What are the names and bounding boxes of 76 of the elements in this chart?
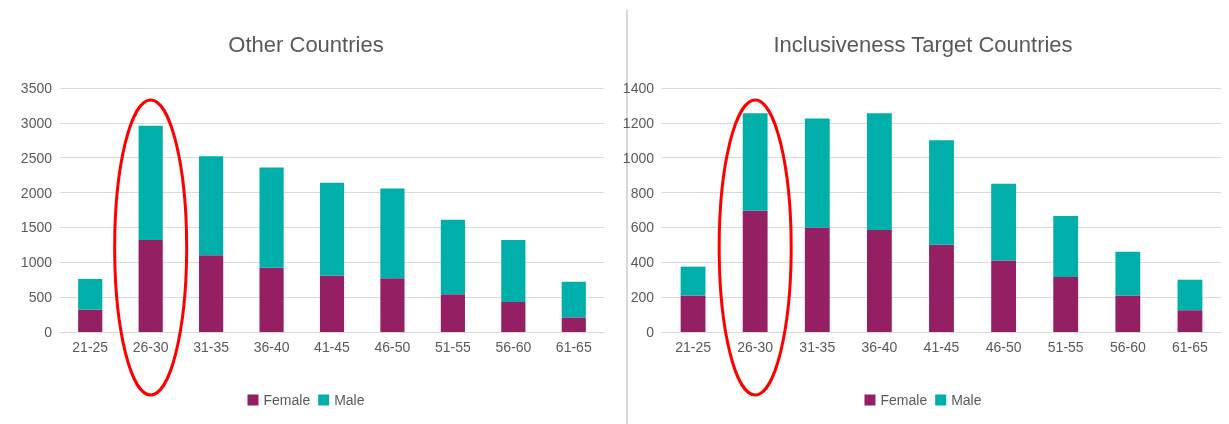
x-tick-label: 51-55	[1047, 339, 1084, 355]
y-tick-label: 800	[630, 184, 655, 201]
bar	[1053, 277, 1079, 332]
y-tick-label: 0	[44, 324, 53, 340]
bar	[1115, 251, 1141, 296]
x-tick-label: 26-30	[737, 339, 774, 355]
y-tick-label: 600	[630, 219, 655, 236]
x-tick-label: 41-45	[923, 339, 960, 355]
bar	[78, 279, 103, 310]
x-tick-label: 56-60	[495, 339, 532, 355]
bar	[1115, 295, 1141, 332]
x-tick-label: 61-65	[1172, 339, 1209, 355]
x-tick-label: 61-65	[555, 339, 592, 355]
x-tick-label: 36-40	[861, 339, 898, 355]
y-tick-label: 0	[646, 324, 655, 340]
bar	[138, 125, 163, 240]
y-tick-label: 500	[28, 289, 53, 306]
bar	[440, 219, 465, 295]
bar	[742, 210, 768, 332]
x-tick-label: 51-55	[434, 339, 471, 355]
bar	[440, 294, 465, 332]
bar	[991, 183, 1017, 261]
y-tick-label: 400	[630, 254, 655, 271]
y-tick-label: 1500	[20, 219, 53, 236]
legend-label: Male	[951, 392, 982, 408]
bar	[380, 278, 405, 332]
legend-label: Female	[263, 392, 311, 408]
bar	[78, 309, 103, 332]
bar	[929, 244, 954, 332]
bar	[380, 188, 405, 279]
x-tick-label: 36-40	[253, 339, 290, 355]
y-tick-label: 3500	[20, 80, 53, 96]
x-tick-label: 41-45	[314, 339, 351, 355]
bar	[1053, 216, 1079, 278]
bar	[929, 140, 954, 245]
bar	[680, 266, 706, 296]
bar	[319, 275, 345, 332]
y-tick-label: 200	[630, 289, 655, 306]
bar	[561, 281, 586, 318]
bar	[319, 182, 345, 276]
y-tick-label: 3000	[20, 114, 53, 131]
bar	[199, 156, 224, 256]
x-tick-label: 56-60	[1109, 339, 1146, 355]
y-tick-label: 1000	[20, 254, 53, 271]
legend-label: Female	[880, 392, 928, 408]
chart-title: Inclusiveness Target Countries	[773, 31, 1073, 57]
bar	[501, 239, 526, 303]
x-tick-label: 21-25	[675, 339, 712, 355]
bar	[742, 113, 768, 211]
x-tick-label: 46-50	[985, 339, 1022, 355]
y-tick-label: 1200	[622, 114, 655, 131]
bar	[804, 227, 830, 332]
x-tick-label: 46-50	[374, 339, 411, 355]
y-tick-label: 2500	[20, 149, 53, 166]
bar	[680, 295, 706, 332]
bar	[259, 267, 284, 332]
bar	[199, 255, 224, 332]
y-tick-label: 1000	[622, 149, 655, 166]
x-tick-label: 26-30	[132, 339, 169, 355]
chart-title: Other Countries	[228, 31, 384, 57]
bar	[501, 302, 526, 332]
bar	[259, 167, 284, 268]
bar	[1177, 310, 1203, 332]
x-tick-label: 21-25	[72, 339, 109, 355]
x-tick-label: 31-35	[193, 339, 230, 355]
bar	[561, 317, 586, 332]
x-tick-label: 31-35	[799, 339, 836, 355]
bar	[138, 239, 163, 332]
bar	[866, 230, 892, 332]
bar	[1177, 279, 1203, 311]
legend-label: Male	[334, 392, 365, 408]
y-tick-label: 2000	[20, 184, 53, 201]
bar	[804, 118, 830, 228]
bar	[866, 113, 892, 231]
y-tick-label: 1400	[622, 80, 655, 96]
bar	[991, 260, 1017, 332]
